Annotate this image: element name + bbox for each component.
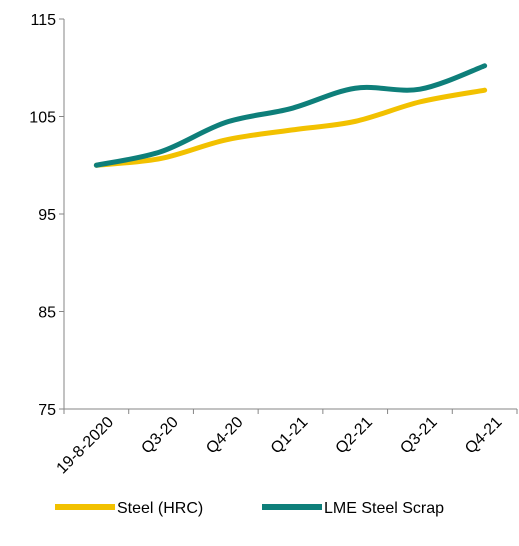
x-tick-label: Q4-21 bbox=[462, 414, 506, 458]
y-tick-label: 75 bbox=[38, 402, 56, 419]
x-tick-label: Q3-21 bbox=[397, 414, 441, 458]
y-tick-label: 105 bbox=[29, 110, 56, 127]
legend-label: LME Steel Scrap bbox=[324, 500, 444, 517]
x-tick-label: 19-8-2020 bbox=[54, 414, 118, 478]
line-series bbox=[93, 87, 488, 168]
x-tick-label: Q3-20 bbox=[138, 414, 182, 458]
line-series bbox=[93, 63, 488, 168]
legend-label: Steel (HRC) bbox=[117, 500, 203, 517]
x-tick-label: Q1-21 bbox=[268, 414, 312, 458]
y-tick-label: 85 bbox=[38, 305, 56, 322]
y-tick-label: 95 bbox=[38, 207, 56, 224]
x-tick-label: Q4-20 bbox=[203, 414, 247, 458]
y-tick-label: 115 bbox=[30, 12, 56, 29]
x-tick-label: Q2-21 bbox=[333, 414, 377, 458]
